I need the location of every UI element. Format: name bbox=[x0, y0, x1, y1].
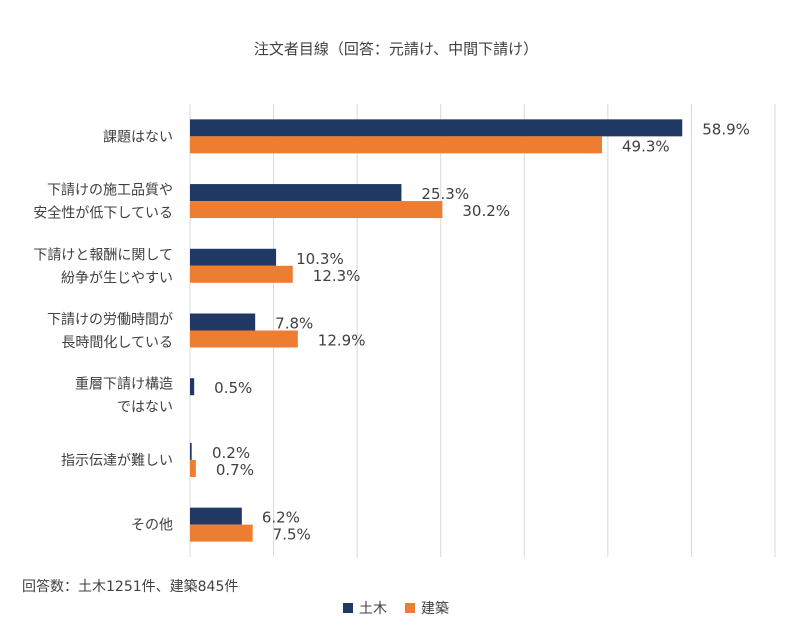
data-label: 0.2% bbox=[212, 444, 250, 462]
category-label: 下請けの施工品質や bbox=[47, 183, 173, 199]
category-label: 安全性が低下している bbox=[33, 205, 173, 222]
data-label: 7.5% bbox=[273, 526, 311, 544]
legend-label-doboku: 土木 bbox=[359, 601, 387, 617]
bar-kenchiku bbox=[190, 265, 293, 283]
bar-kenchiku bbox=[190, 330, 298, 348]
chart-title: 注文者目線（回答：元請け、中間下請け） bbox=[253, 40, 539, 58]
legend-swatch-kenchiku bbox=[405, 603, 415, 613]
bar-doboku bbox=[190, 184, 402, 202]
category-label: 下請けと報酬に関して bbox=[33, 247, 173, 263]
response-count-note: 回答数：土木1251件、建築845件 bbox=[22, 579, 239, 595]
bar-doboku bbox=[190, 313, 256, 331]
legend-item-kenchiku: 建築 bbox=[405, 598, 449, 618]
bar-doboku bbox=[190, 507, 242, 525]
category-label: 重層下請け構造 bbox=[75, 377, 173, 393]
data-label: 0.7% bbox=[216, 461, 254, 479]
bar-doboku bbox=[190, 248, 277, 266]
bar-doboku bbox=[190, 442, 192, 460]
legend-swatch-doboku bbox=[343, 603, 353, 613]
legend-item-doboku: 土木 bbox=[343, 598, 387, 618]
category-label: その他 bbox=[131, 518, 173, 534]
category-label: ではない bbox=[117, 400, 173, 416]
data-label: 0.5% bbox=[214, 379, 252, 397]
data-label: 12.9% bbox=[318, 332, 366, 350]
data-label: 6.2% bbox=[262, 509, 300, 527]
category-label: 指示伝達が難しい bbox=[61, 453, 173, 469]
data-label: 30.2% bbox=[462, 202, 510, 220]
bar-kenchiku bbox=[190, 524, 253, 542]
data-label: 7.8% bbox=[275, 315, 313, 333]
data-label: 25.3% bbox=[421, 185, 469, 203]
category-label: 紛争が生じやすい bbox=[61, 270, 173, 286]
bar-kenchiku bbox=[190, 201, 443, 219]
bar-kenchiku bbox=[190, 459, 196, 477]
legend: 土木 建築 bbox=[0, 598, 792, 618]
bar-doboku bbox=[190, 119, 683, 137]
data-label: 10.3% bbox=[296, 250, 344, 268]
bar-doboku bbox=[190, 378, 195, 396]
data-label: 12.3% bbox=[313, 267, 361, 285]
data-label: 49.3% bbox=[622, 137, 670, 155]
category-label: 課題はない bbox=[103, 129, 173, 145]
category-label: 長時間化している bbox=[61, 335, 173, 351]
bar-kenchiku bbox=[190, 136, 603, 154]
legend-label-kenchiku: 建築 bbox=[421, 601, 449, 617]
data-label: 58.9% bbox=[702, 120, 750, 138]
category-label: 下請けの労働時間が bbox=[47, 312, 173, 328]
